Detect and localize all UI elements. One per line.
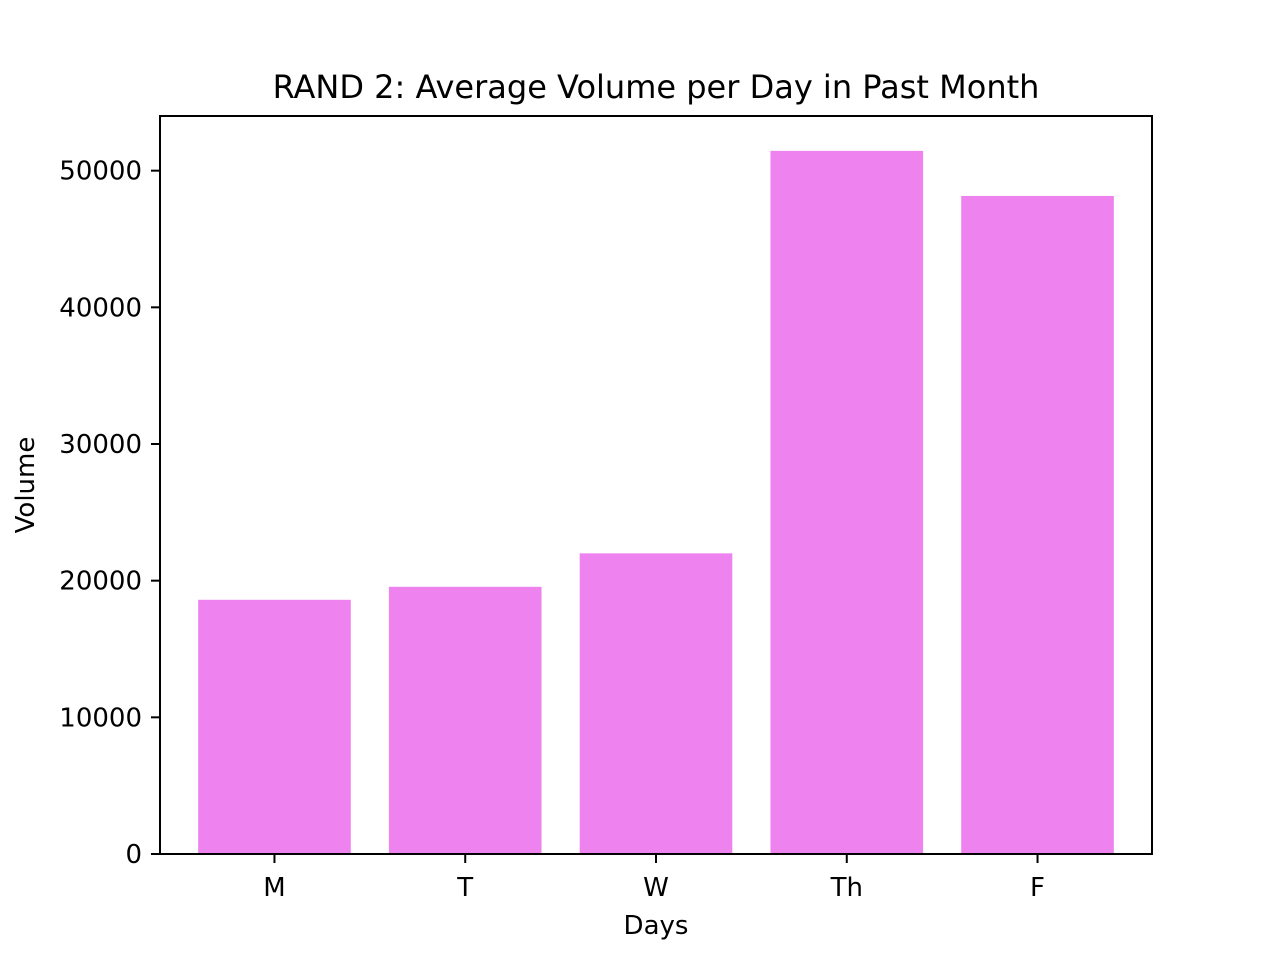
y-tick-label: 10000 bbox=[59, 703, 142, 733]
chart-title: RAND 2: Average Volume per Day in Past M… bbox=[273, 68, 1040, 106]
y-tick-label: 40000 bbox=[59, 293, 142, 323]
bar-f bbox=[961, 195, 1114, 854]
x-axis-label: Days bbox=[624, 911, 689, 941]
bar-th bbox=[770, 150, 924, 855]
bar-w bbox=[579, 553, 733, 854]
plot-frame bbox=[159, 115, 1153, 855]
x-tick-label: W bbox=[643, 873, 669, 903]
y-tick-label: 30000 bbox=[59, 430, 142, 460]
y-tick-label: 0 bbox=[125, 840, 142, 870]
bar-t bbox=[388, 586, 542, 854]
y-tick-label: 50000 bbox=[59, 157, 142, 187]
bars-group bbox=[198, 150, 1114, 855]
y-axis-label: Volume bbox=[11, 437, 41, 534]
x-tick-label: T bbox=[456, 873, 473, 903]
bar-m bbox=[198, 599, 351, 854]
x-tick-label: Th bbox=[830, 873, 863, 903]
ticks-group: M T W Th F 0 10000 20000 30000 40000 50000 bbox=[59, 157, 1045, 903]
x-tick-label: M bbox=[263, 873, 285, 903]
x-tick-label: F bbox=[1030, 873, 1045, 903]
y-tick-label: 20000 bbox=[59, 567, 142, 597]
